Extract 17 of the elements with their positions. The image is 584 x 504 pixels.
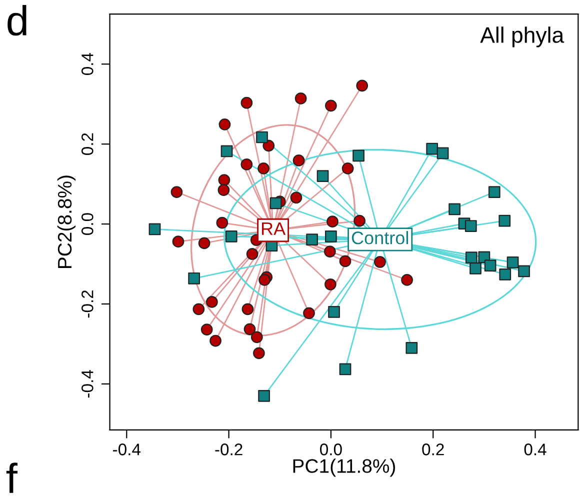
series-label: Control bbox=[352, 231, 408, 244]
text: All phyla bbox=[480, 26, 564, 48]
y-tick-label: 0.4 bbox=[82, 52, 94, 76]
y-tick-label: -0.2 bbox=[82, 290, 94, 318]
y-axis-title: PC2(8.8%) bbox=[57, 176, 76, 268]
x-tick-label: -0.4 bbox=[113, 444, 141, 456]
y-tick-label: 0.0 bbox=[82, 213, 94, 235]
x-tick-label: 0.2 bbox=[422, 444, 444, 456]
y-tick-label: -0.4 bbox=[82, 370, 94, 398]
text: f bbox=[6, 462, 18, 493]
series-label: RA bbox=[262, 222, 286, 235]
text: d bbox=[8, 5, 26, 36]
x-tick-label: -0.2 bbox=[215, 444, 242, 456]
y-tick-label: 0.2 bbox=[82, 133, 94, 155]
x-tick-label: 0.4 bbox=[524, 444, 546, 456]
x-tick-label: 0.0 bbox=[320, 444, 342, 456]
x-axis-title: PC1(11.8%) bbox=[293, 458, 396, 477]
